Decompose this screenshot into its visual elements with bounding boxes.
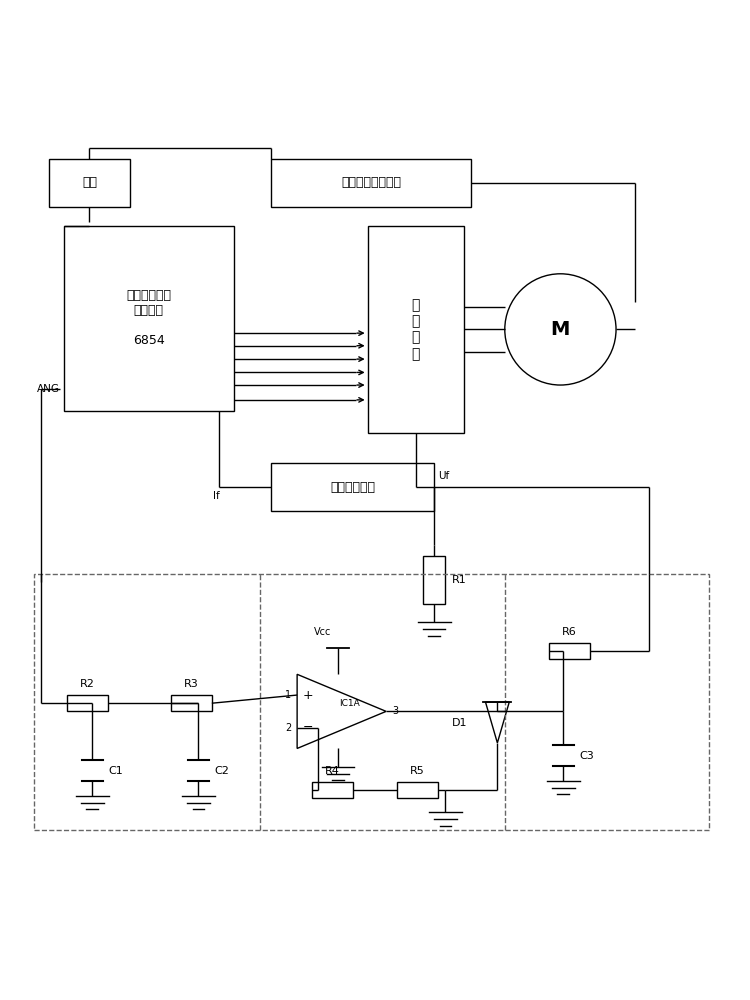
- Text: R4: R4: [325, 766, 340, 776]
- Text: Uf: Uf: [438, 471, 449, 481]
- Text: If: If: [212, 491, 219, 501]
- Text: 1: 1: [285, 690, 291, 700]
- Bar: [64, 226, 234, 411]
- Text: C2: C2: [214, 766, 230, 776]
- Text: R6: R6: [562, 627, 577, 637]
- Text: IC1A: IC1A: [339, 699, 359, 708]
- Text: R3: R3: [184, 679, 199, 689]
- Text: C1: C1: [109, 766, 124, 776]
- Text: 直流无刷电机
控制芯片

6854: 直流无刷电机 控制芯片 6854: [126, 289, 171, 347]
- Text: R5: R5: [410, 766, 425, 776]
- Text: R1: R1: [452, 575, 466, 585]
- Text: 3: 3: [392, 706, 398, 716]
- Text: R2: R2: [80, 679, 95, 689]
- Bar: [272, 159, 472, 207]
- Text: 过流检测焵路: 过流检测焵路: [330, 481, 375, 494]
- Text: 逃
变
单
元: 逃 变 单 元: [412, 298, 420, 361]
- Bar: [34, 574, 709, 830]
- Text: M: M: [550, 320, 570, 339]
- Bar: [423, 556, 445, 604]
- Text: 电源: 电源: [82, 176, 97, 189]
- Text: 转子位置检测电路: 转子位置检测电路: [341, 176, 401, 189]
- Text: Vcc: Vcc: [314, 627, 332, 637]
- Text: D1: D1: [452, 718, 467, 728]
- Text: +: +: [303, 689, 313, 702]
- Bar: [398, 782, 438, 798]
- Text: −: −: [303, 721, 313, 734]
- Bar: [312, 782, 352, 798]
- Bar: [171, 695, 211, 711]
- Text: ANG: ANG: [37, 384, 60, 394]
- Bar: [549, 643, 590, 659]
- Text: C3: C3: [580, 751, 595, 761]
- Bar: [49, 159, 130, 207]
- Text: 2: 2: [285, 723, 291, 733]
- Bar: [368, 226, 464, 433]
- Bar: [272, 463, 434, 511]
- Bar: [68, 695, 108, 711]
